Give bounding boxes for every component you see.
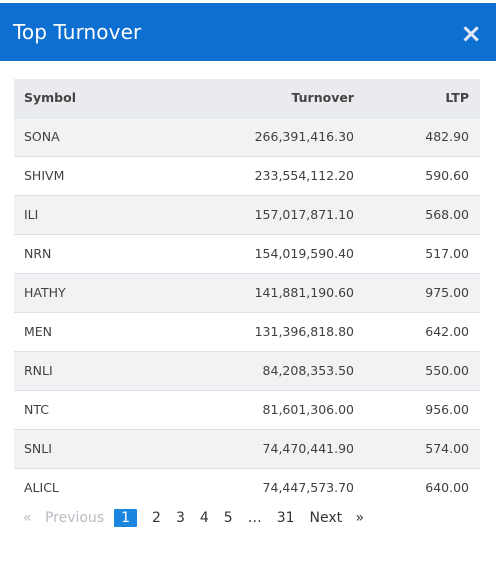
cell-symbol: SONA: [24, 129, 60, 144]
modal-title: Top Turnover: [13, 20, 142, 44]
turnover-table-container: Symbol Turnover LTP SONA 266,391,416.30 …: [14, 79, 480, 507]
pagination: « Previous 1 2 3 4 5 … 31 Next »: [14, 507, 369, 529]
table-row[interactable]: ALICL 74,447,573.70 640.00: [14, 468, 480, 507]
cell-ltp: 574.00: [425, 441, 469, 456]
cell-turnover: 141,881,190.60: [254, 285, 354, 300]
close-icon[interactable]: ×: [460, 19, 482, 49]
cell-symbol: SNLI: [24, 441, 52, 456]
page-button-4[interactable]: 4: [199, 510, 209, 526]
column-header-turnover[interactable]: Turnover: [291, 90, 355, 106]
page-button-3[interactable]: 3: [175, 510, 185, 526]
table-row[interactable]: SNLI 74,470,441.90 574.00: [14, 429, 480, 468]
cell-ltp: 590.60: [425, 168, 469, 183]
cell-turnover: 154,019,590.40: [254, 246, 354, 261]
cell-ltp: 975.00: [425, 285, 469, 300]
cell-turnover: 266,391,416.30: [254, 129, 354, 144]
double-chevron-left-icon: «: [23, 510, 32, 526]
pagination-previous[interactable]: « Previous: [23, 510, 104, 526]
table-body: SONA 266,391,416.30 482.90 SHIVM 233,554…: [14, 117, 480, 507]
pagination-next[interactable]: Next »: [310, 510, 365, 526]
table-row[interactable]: SONA 266,391,416.30 482.90: [14, 117, 480, 156]
cell-turnover: 81,601,306.00: [262, 402, 354, 417]
page-button-1[interactable]: 1: [114, 509, 138, 527]
cell-turnover: 131,396,818.80: [254, 324, 354, 339]
previous-label: Previous: [44, 510, 105, 526]
cell-turnover: 84,208,353.50: [262, 363, 354, 378]
next-label: Next: [309, 510, 343, 526]
cell-symbol: ILI: [24, 207, 39, 222]
cell-symbol: SHIVM: [24, 168, 65, 183]
cell-ltp: 640.00: [425, 480, 469, 496]
table-header-row: Symbol Turnover LTP: [14, 79, 480, 117]
turnover-table: Symbol Turnover LTP SONA 266,391,416.30 …: [14, 79, 480, 507]
page-button-5[interactable]: 5: [223, 510, 233, 526]
cell-ltp: 568.00: [425, 207, 469, 222]
cell-turnover: 233,554,112.20: [254, 168, 354, 183]
page-button-2[interactable]: 2: [152, 510, 161, 526]
cell-turnover: 74,470,441.90: [262, 441, 354, 456]
table-row[interactable]: MEN 131,396,818.80 642.00: [14, 312, 480, 351]
cell-symbol: NTC: [24, 402, 49, 417]
cell-ltp: 517.00: [425, 246, 469, 261]
cell-symbol: NRN: [24, 246, 52, 261]
cell-symbol: HATHY: [24, 285, 66, 300]
cell-ltp: 482.90: [425, 129, 469, 144]
column-header-ltp[interactable]: LTP: [445, 90, 469, 106]
table-row[interactable]: NRN 154,019,590.40 517.00: [14, 234, 480, 273]
table-row[interactable]: ILI 157,017,871.10 568.00: [14, 195, 480, 234]
table-row[interactable]: RNLI 84,208,353.50 550.00: [14, 351, 480, 390]
column-header-symbol[interactable]: Symbol: [24, 90, 76, 106]
modal-header: Top Turnover ×: [0, 3, 496, 61]
table-row[interactable]: SHIVM 233,554,112.20 590.60: [14, 156, 480, 195]
cell-ltp: 956.00: [425, 402, 469, 417]
cell-symbol: MEN: [24, 324, 53, 339]
double-chevron-right-icon: »: [355, 510, 365, 526]
table-row[interactable]: NTC 81,601,306.00 956.00: [14, 390, 480, 429]
cell-symbol: RNLI: [24, 363, 53, 378]
top-strip: [0, 0, 496, 3]
cell-turnover: 74,447,573.70: [262, 480, 354, 496]
table-row[interactable]: HATHY 141,881,190.60 975.00: [14, 273, 480, 312]
cell-turnover: 157,017,871.10: [254, 207, 354, 222]
cell-ltp: 642.00: [425, 324, 469, 339]
page-button-31[interactable]: 31: [276, 510, 295, 526]
cell-symbol: ALICL: [24, 480, 59, 496]
cell-ltp: 550.00: [425, 363, 469, 378]
pagination-ellipsis: …: [247, 510, 262, 526]
